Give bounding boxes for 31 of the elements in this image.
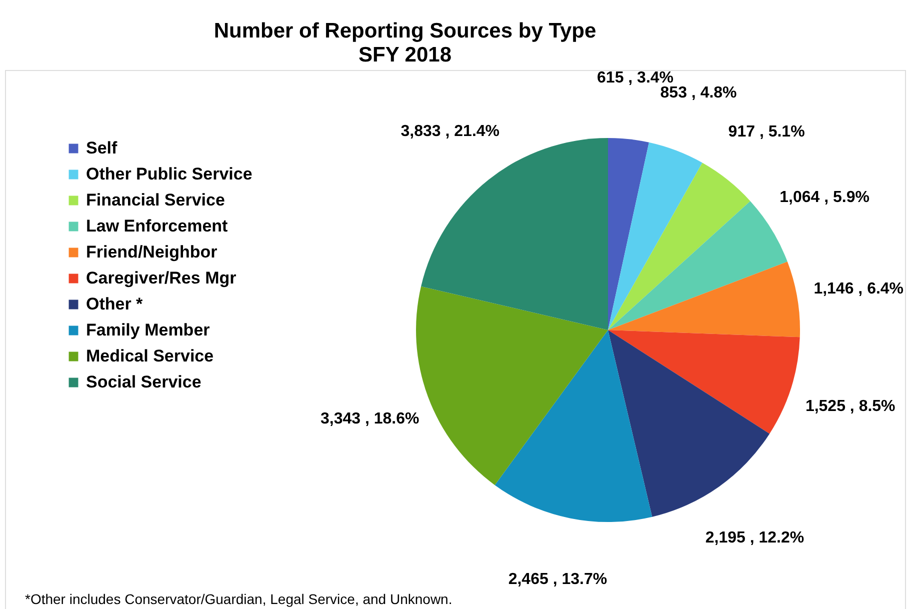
legend-label: Caregiver/Res Mgr [86, 268, 237, 288]
chart-subtitle: SFY 2018 [358, 43, 452, 66]
legend-label: Self [86, 138, 118, 158]
pie-slice [608, 138, 649, 330]
pie-slice [608, 262, 800, 338]
legend-label: Medical Service [86, 346, 214, 366]
chart-title: Number of Reporting Sources by Type [214, 19, 596, 42]
data-label: 1,146 , 6.4% [814, 280, 904, 298]
legend-label: Other Public Service [86, 164, 252, 184]
pie-slice [608, 142, 702, 330]
data-label: 2,465 , 13.7% [508, 570, 608, 588]
pie-slice [421, 138, 608, 330]
legend-label: Social Service [86, 372, 202, 392]
pie-slice [608, 162, 750, 330]
data-label: 917 , 5.1% [728, 124, 805, 141]
pie-slice [608, 330, 800, 434]
data-label: 615 , 3.4% [597, 69, 674, 86]
text: *Other includes Conservator/Guardian, Legal Service, and Unknown. [25, 591, 452, 607]
legend-label: Family Member [86, 320, 210, 340]
pie-slice [608, 330, 770, 517]
data-label: 1,525 , 8.5% [805, 398, 896, 416]
data-label: 3,833 , 21.4% [400, 123, 500, 140]
data-label: 853 , 4.8% [660, 84, 737, 102]
data-label: 1,064 , 5.9% [780, 189, 870, 206]
legend-label: Financial Service [86, 190, 225, 210]
legend-label: Friend/Neighbor [86, 242, 218, 262]
pie-slice [494, 330, 652, 522]
data-label: 3,343 , 18.6% [320, 410, 420, 428]
legend-label: Other * [86, 294, 144, 314]
data-label: 2,195 , 12.2% [705, 529, 804, 546]
legend-label: Law Enforcement [86, 216, 228, 236]
